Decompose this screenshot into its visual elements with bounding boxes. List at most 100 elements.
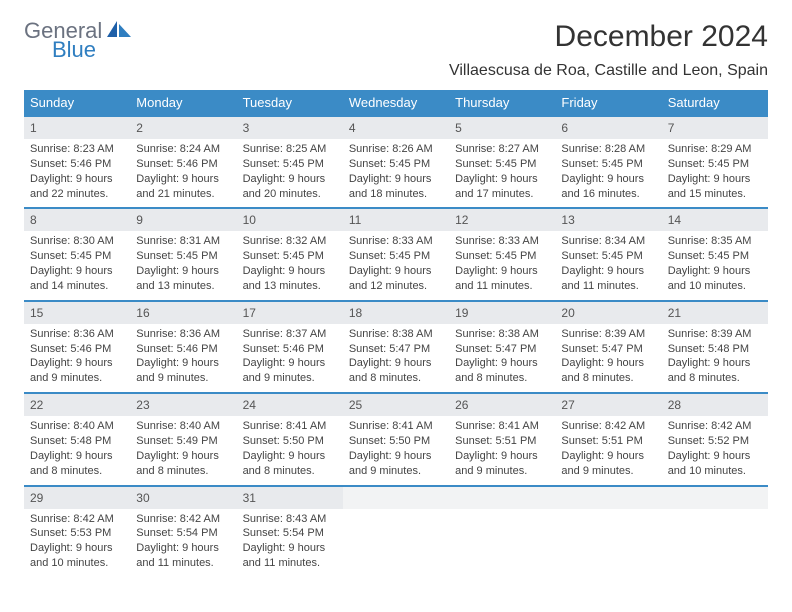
sunset-line: Sunset: 5:52 PM [668, 434, 762, 449]
sunrise-line: Sunrise: 8:33 AM [455, 234, 549, 249]
day-details: Sunrise: 8:30 AMSunset: 5:45 PMDaylight:… [24, 231, 130, 299]
sunset-line: Sunset: 5:53 PM [30, 526, 124, 541]
sunrise-line: Sunrise: 8:38 AM [455, 327, 549, 342]
weekday-header: Wednesday [343, 90, 449, 116]
day-number-row: 16 [130, 302, 236, 324]
daylight-line: Daylight: 9 hours and 8 minutes. [455, 356, 549, 386]
day-details: Sunrise: 8:42 AMSunset: 5:53 PMDaylight:… [24, 509, 130, 577]
day-number-row: 8 [24, 209, 130, 231]
daylight-line: Daylight: 9 hours and 10 minutes. [668, 264, 762, 294]
sunrise-line: Sunrise: 8:28 AM [561, 142, 655, 157]
calendar-body: 1Sunrise: 8:23 AMSunset: 5:46 PMDaylight… [24, 116, 768, 577]
day-number-row: 21 [662, 302, 768, 324]
day-details: Sunrise: 8:32 AMSunset: 5:45 PMDaylight:… [237, 231, 343, 299]
day-number-row: 11 [343, 209, 449, 231]
day-number-row: 24 [237, 394, 343, 416]
daylight-line: Daylight: 9 hours and 8 minutes. [30, 449, 124, 479]
day-number: 16 [136, 306, 149, 320]
sunrise-line: Sunrise: 8:42 AM [136, 512, 230, 527]
day-details: Sunrise: 8:36 AMSunset: 5:46 PMDaylight:… [130, 324, 236, 392]
day-cell: 9Sunrise: 8:31 AMSunset: 5:45 PMDaylight… [130, 208, 236, 300]
day-cell: 29 Sunrise: 8:42 AMSunset: 5:53 PMDayligh… [24, 486, 130, 577]
sunset-line: Sunset: 5:45 PM [243, 157, 337, 172]
empty-day-cell [555, 486, 661, 577]
day-number: 29 [30, 491, 43, 505]
day-details: Sunrise: 8:35 AMSunset: 5:45 PMDaylight:… [662, 231, 768, 299]
day-details: Sunrise: 8:28 AMSunset: 5:45 PMDaylight:… [555, 139, 661, 207]
day-number: 13 [561, 213, 574, 227]
day-details: Sunrise: 8:40 AMSunset: 5:48 PMDaylight:… [24, 416, 130, 484]
daylight-line: Daylight: 9 hours and 18 minutes. [349, 172, 443, 202]
sunset-line: Sunset: 5:45 PM [349, 249, 443, 264]
empty-row [555, 487, 661, 509]
day-number-row: 25 [343, 394, 449, 416]
sunrise-line: Sunrise: 8:32 AM [243, 234, 337, 249]
day-number: 10 [243, 213, 256, 227]
daylight-line: Daylight: 9 hours and 21 minutes. [136, 172, 230, 202]
day-cell: 19Sunrise: 8:38 AMSunset: 5:47 PMDayligh… [449, 301, 555, 393]
day-number-row: 28 [662, 394, 768, 416]
daylight-line: Daylight: 9 hours and 8 minutes. [136, 449, 230, 479]
day-cell: 3Sunrise: 8:25 AMSunset: 5:45 PMDaylight… [237, 116, 343, 208]
day-number: 22 [30, 398, 43, 412]
sunrise-line: Sunrise: 8:33 AM [349, 234, 443, 249]
day-cell: 24Sunrise: 8:41 AMSunset: 5:50 PMDayligh… [237, 393, 343, 485]
daylight-line: Daylight: 9 hours and 20 minutes. [243, 172, 337, 202]
sunset-line: Sunset: 5:46 PM [136, 157, 230, 172]
day-details: Sunrise: 8:42 AMSunset: 5:52 PMDaylight:… [662, 416, 768, 484]
daylight-line: Daylight: 9 hours and 11 minutes. [561, 264, 655, 294]
day-cell: 13Sunrise: 8:34 AMSunset: 5:45 PMDayligh… [555, 208, 661, 300]
calendar-week: 8Sunrise: 8:30 AMSunset: 5:45 PMDaylight… [24, 208, 768, 300]
daylight-line: Daylight: 9 hours and 8 minutes. [243, 449, 337, 479]
day-number: 21 [668, 306, 681, 320]
day-number-row: 5 [449, 117, 555, 139]
day-number: 23 [136, 398, 149, 412]
day-number: 11 [349, 213, 361, 227]
day-details: Sunrise: 8:43 AMSunset: 5:54 PMDaylight:… [237, 509, 343, 577]
day-cell: 27Sunrise: 8:42 AMSunset: 5:51 PMDayligh… [555, 393, 661, 485]
sunrise-line: Sunrise: 8:30 AM [30, 234, 124, 249]
day-details: Sunrise: 8:31 AMSunset: 5:45 PMDaylight:… [130, 231, 236, 299]
weekday-header: Friday [555, 90, 661, 116]
day-number-row: 3 [237, 117, 343, 139]
day-cell: 7Sunrise: 8:29 AMSunset: 5:45 PMDaylight… [662, 116, 768, 208]
day-number: 7 [668, 121, 675, 135]
sunrise-line: Sunrise: 8:43 AM [243, 512, 337, 527]
daylight-line: Daylight: 9 hours and 16 minutes. [561, 172, 655, 202]
weekday-header: Saturday [662, 90, 768, 116]
day-number: 26 [455, 398, 468, 412]
day-number: 28 [668, 398, 681, 412]
daylight-line: Daylight: 9 hours and 9 minutes. [455, 449, 549, 479]
sunrise-line: Sunrise: 8:36 AM [30, 327, 124, 342]
day-cell: 26 Sunrise: 8:41 AMSunset: 5:51 PMDayligh… [449, 393, 555, 485]
day-number-row: 1 [24, 117, 130, 139]
logo: General Blue [24, 20, 133, 61]
day-number-row: 26 [449, 394, 555, 416]
daylight-line: Daylight: 9 hours and 11 minutes. [136, 541, 230, 571]
day-details: Sunrise: 8:26 AMSunset: 5:45 PMDaylight:… [343, 139, 449, 207]
day-number-row: 10 [237, 209, 343, 231]
day-details: Sunrise: 8:41 AMSunset: 5:51 PMDaylight:… [449, 416, 555, 484]
day-cell: 2Sunrise: 8:24 AMSunset: 5:46 PMDaylight… [130, 116, 236, 208]
sunset-line: Sunset: 5:54 PM [136, 526, 230, 541]
sunset-line: Sunset: 5:45 PM [561, 249, 655, 264]
day-number: 19 [455, 306, 468, 320]
day-number: 3 [243, 121, 250, 135]
sunset-line: Sunset: 5:46 PM [30, 157, 124, 172]
day-number-row: 9 [130, 209, 236, 231]
day-cell: 20Sunrise: 8:39 AMSunset: 5:47 PMDayligh… [555, 301, 661, 393]
day-details: Sunrise: 8:37 AMSunset: 5:46 PMDaylight:… [237, 324, 343, 392]
sunset-line: Sunset: 5:45 PM [668, 249, 762, 264]
calendar-week: 29Sunrise: 8:42 AMSunset: 5:53 PMDayligh… [24, 486, 768, 577]
day-details: Sunrise: 8:38 AMSunset: 5:47 PMDaylight:… [343, 324, 449, 392]
day-number-row: 20 [555, 302, 661, 324]
day-number-row: 2 [130, 117, 236, 139]
daylight-line: Daylight: 9 hours and 10 minutes. [30, 541, 124, 571]
daylight-line: Daylight: 9 hours and 17 minutes. [455, 172, 549, 202]
sunset-line: Sunset: 5:47 PM [349, 342, 443, 357]
day-cell: 4Sunrise: 8:26 AMSunset: 5:45 PMDaylight… [343, 116, 449, 208]
day-cell: 28 Sunrise: 8:42 AMSunset: 5:52 PMDayligh… [662, 393, 768, 485]
day-number: 8 [30, 213, 37, 227]
sunrise-line: Sunrise: 8:26 AM [349, 142, 443, 157]
day-number-row: 13 [555, 209, 661, 231]
